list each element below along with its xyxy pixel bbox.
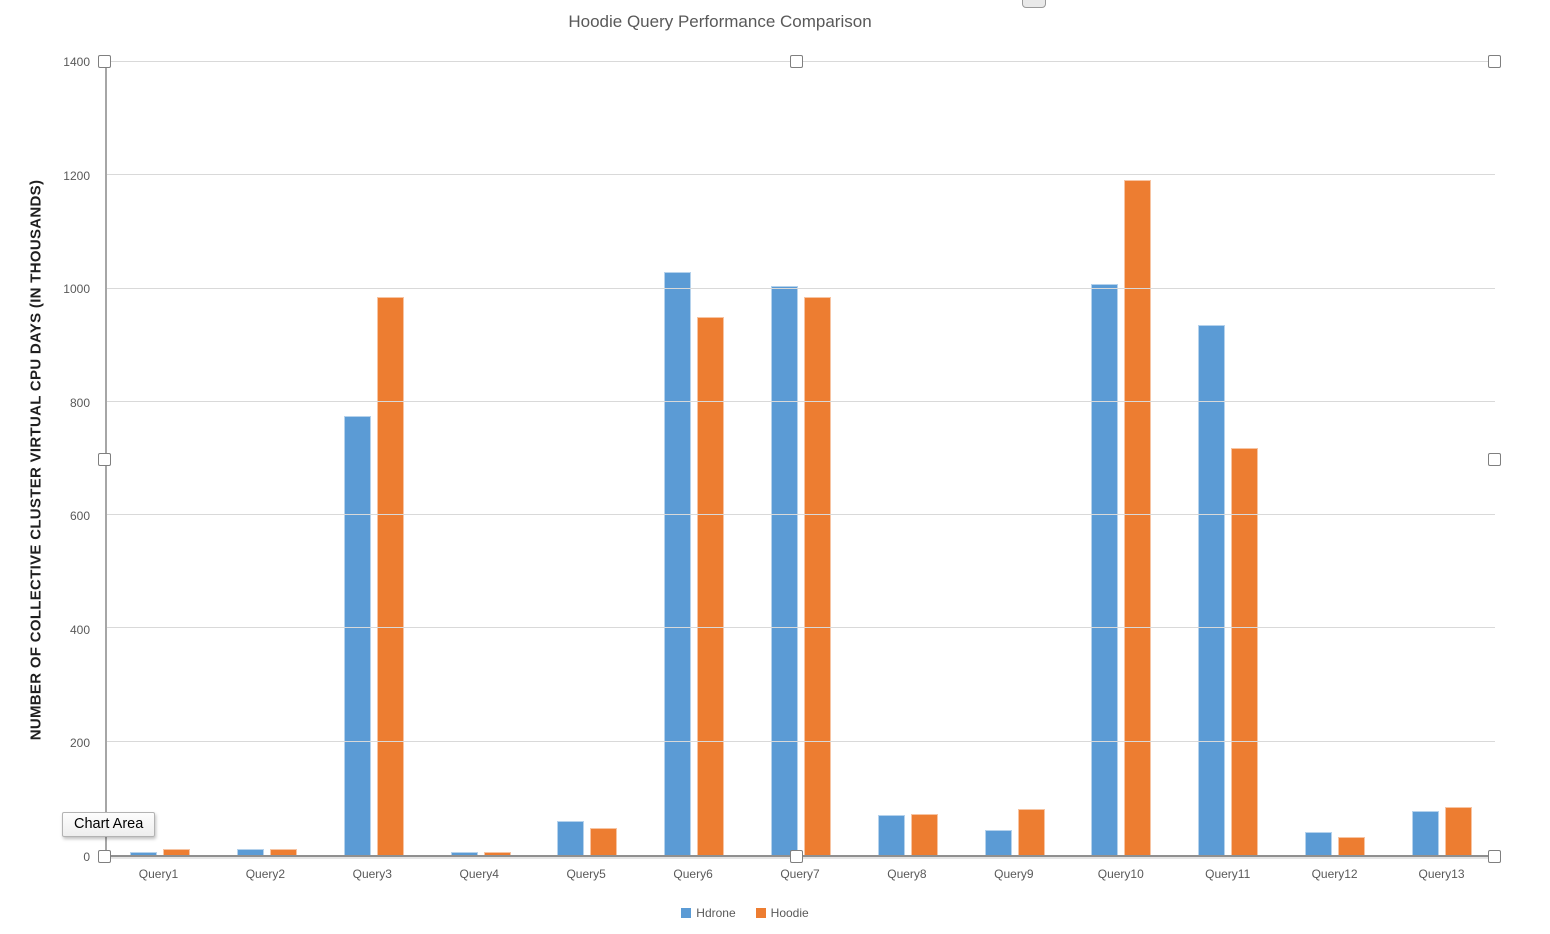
category-group-query3	[321, 62, 428, 855]
bar-hoodie-query1[interactable]	[163, 849, 191, 855]
x-label-query5: Query5	[566, 867, 606, 881]
bar-hoodie-query3[interactable]	[376, 297, 404, 855]
selection-handle-top-center[interactable]	[790, 55, 803, 68]
y-tick-label-600: 600	[69, 509, 90, 524]
bar-hdrone-query7[interactable]	[770, 285, 798, 855]
bar-hdrone-query8[interactable]	[877, 815, 905, 855]
x-label-query2: Query2	[245, 867, 286, 881]
x-label-query3: Query3	[352, 867, 392, 881]
gridline-600	[107, 514, 1495, 516]
x-label-query6: Query6	[673, 867, 713, 881]
selection-handle-top-left[interactable]	[98, 55, 111, 68]
x-label-query1: Query1	[138, 867, 179, 881]
x-label-query13: Query13	[1418, 867, 1465, 881]
bar-hoodie-query4[interactable]	[483, 852, 511, 855]
x-label-query11: Query11	[1205, 867, 1251, 881]
selection-handle-top-right[interactable]	[1488, 55, 1501, 68]
x-label-query8: Query8	[887, 867, 927, 881]
chart-area-tooltip: Chart Area	[62, 812, 156, 837]
bar-hdrone-query4[interactable]	[450, 852, 478, 855]
y-tick-label-800: 800	[69, 395, 90, 410]
gridline-200	[107, 740, 1495, 742]
y-tick-label-400: 400	[69, 622, 90, 637]
chart-title[interactable]: Hoodie Query Performance Comparison	[568, 12, 872, 31]
x-label-query12: Query12	[1311, 867, 1358, 881]
category-group-query8	[854, 62, 961, 855]
bar-hoodie-query10[interactable]	[1124, 179, 1152, 855]
bar-hoodie-query13[interactable]	[1444, 806, 1472, 855]
selection-handle-bottom-left[interactable]	[98, 850, 111, 863]
y-tick-label-1000: 1000	[63, 282, 90, 297]
x-label-query4: Query4	[459, 867, 499, 881]
legend-label-hdrone: Hdrone	[696, 906, 736, 920]
bar-series-container	[107, 62, 1495, 855]
category-group-query5	[534, 62, 641, 855]
category-group-query7	[748, 62, 855, 855]
legend-item-hoodie[interactable]: Hoodie	[755, 906, 809, 920]
x-label-query9: Query9	[994, 867, 1034, 881]
selection-handle-bottom-right[interactable]	[1488, 850, 1501, 863]
category-group-query4	[427, 62, 534, 855]
bar-hdrone-query13[interactable]	[1411, 810, 1439, 855]
selection-handle-outer-top[interactable]	[1022, 0, 1046, 8]
x-label-query7: Query7	[780, 867, 820, 881]
bar-hdrone-query10[interactable]	[1091, 284, 1119, 855]
bar-hdrone-query5[interactable]	[557, 821, 585, 855]
selection-handle-bottom-center[interactable]	[790, 850, 803, 863]
category-group-query9	[961, 62, 1068, 855]
gridline-1000	[107, 287, 1495, 289]
bar-hdrone-query3[interactable]	[343, 416, 371, 855]
y-axis[interactable]: 0 200 400 600 800 1000 1200 1400	[0, 55, 96, 864]
bar-hdrone-query11[interactable]	[1198, 325, 1226, 855]
selection-handle-middle-left[interactable]	[98, 453, 111, 466]
bar-hoodie-query2[interactable]	[270, 849, 298, 855]
category-group-query6	[641, 62, 748, 855]
bar-hoodie-query6[interactable]	[697, 316, 725, 855]
x-axis[interactable]: Query1 Query2 Query3 Query4 Query5 Query6 Quer…	[105, 861, 1495, 881]
gridline-400	[107, 627, 1495, 629]
bar-hoodie-query7[interactable]	[803, 297, 831, 855]
gridline-800	[107, 400, 1495, 402]
gridline-1200	[107, 174, 1495, 176]
bar-hoodie-query12[interactable]	[1337, 836, 1365, 855]
bar-hoodie-query11[interactable]	[1231, 448, 1259, 855]
legend-item-hdrone[interactable]: Hdrone	[681, 906, 736, 920]
category-group-query2	[214, 62, 321, 855]
category-group-query12	[1281, 62, 1388, 855]
y-tick-label-1400: 1400	[63, 55, 90, 69]
bar-hdrone-query9[interactable]	[984, 829, 1012, 855]
legend-swatch-hdrone	[681, 908, 692, 918]
category-group-query13	[1388, 62, 1495, 855]
category-group-query11	[1175, 62, 1282, 855]
legend[interactable]: Hdrone Hoodie	[0, 906, 1490, 920]
category-group-query1	[107, 62, 214, 855]
y-tick-label-0: 0	[83, 850, 90, 864]
legend-swatch-hoodie	[755, 908, 766, 918]
bar-hoodie-query9[interactable]	[1017, 808, 1045, 855]
y-tick-label-1200: 1200	[63, 168, 90, 183]
plot-area[interactable]	[105, 61, 1495, 857]
bar-hdrone-query2[interactable]	[237, 849, 265, 855]
legend-label-hoodie: Hoodie	[770, 906, 809, 920]
bar-hdrone-query1[interactable]	[130, 852, 158, 855]
y-tick-label-200: 200	[69, 736, 90, 751]
x-label-query10: Query10	[1097, 867, 1144, 881]
bar-hdrone-query12[interactable]	[1304, 832, 1332, 855]
category-group-query10	[1068, 62, 1175, 855]
selection-handle-middle-right[interactable]	[1488, 453, 1501, 466]
bar-hdrone-query6[interactable]	[664, 271, 692, 855]
bar-hoodie-query8[interactable]	[910, 814, 938, 855]
bar-hoodie-query5[interactable]	[590, 827, 618, 855]
